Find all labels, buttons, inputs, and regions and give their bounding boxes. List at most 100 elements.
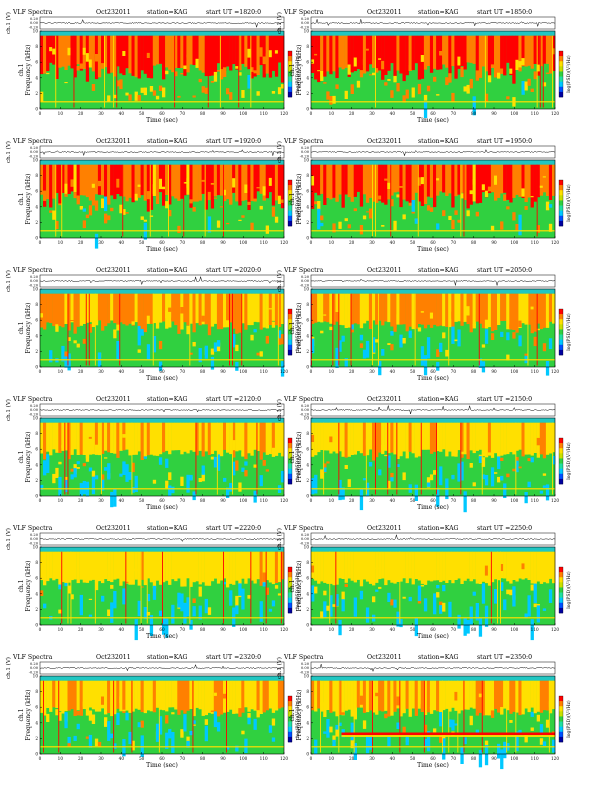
spectrogram-cell <box>527 422 531 455</box>
spectrogram-cell <box>58 35 62 68</box>
spectrogram-cell <box>43 35 47 74</box>
spectrogram-cell <box>490 422 495 458</box>
spectrogram-cell <box>250 293 254 326</box>
spectrogram-cell <box>137 164 141 198</box>
spectrogram-cell <box>232 35 236 65</box>
spectrogram-cell <box>353 208 357 212</box>
x-tick-label: 60 <box>430 240 436 245</box>
spectrogram-cell <box>192 422 196 452</box>
spectrogram-cell <box>122 293 126 325</box>
spectrogram-cell <box>174 293 178 326</box>
spectrogram-cell <box>247 595 251 599</box>
spectrogram-cell <box>524 206 528 210</box>
spectrogram-cell <box>110 551 114 583</box>
spectrogram-cell <box>426 680 431 713</box>
spectrogram-cell <box>539 724 544 736</box>
y-axis-label: Frequency (kHz) <box>25 44 32 95</box>
spectrogram-cell <box>506 589 510 595</box>
spectrogram-cell <box>372 551 376 586</box>
x-axis-label: Time (sec) <box>417 246 449 253</box>
spectrogram-cell <box>107 551 111 581</box>
spectrogram-cell <box>503 680 507 709</box>
panel-start-time: start UT =2050:0 <box>477 267 532 274</box>
spectrogram-cell <box>530 35 534 69</box>
spectrogram-cell <box>88 164 93 201</box>
spectrogram-cell <box>268 50 273 58</box>
colorbar-swatch <box>288 185 292 191</box>
x-tick-label: 0 <box>310 369 313 374</box>
colorbar-swatch <box>559 443 563 449</box>
spectrogram-cell <box>171 732 175 753</box>
y-axis-channel-label: ch.1 <box>289 451 296 464</box>
spectrogram-cell <box>311 35 315 73</box>
spectrogram-cell <box>317 201 321 211</box>
spectrogram-cell <box>149 615 154 636</box>
spectrogram-cell <box>125 92 129 96</box>
spectrogram-cell <box>393 680 397 712</box>
spectrogram-cell <box>475 211 479 217</box>
colorbar-label: log(PSD)(V²/Hz) <box>294 442 301 480</box>
spectrogram-cell <box>268 308 273 310</box>
panel-station: station=KAG <box>147 654 188 661</box>
spectrogram-cell <box>494 175 498 185</box>
spectrogram-cell <box>125 293 129 326</box>
colorbar-swatch <box>288 473 292 480</box>
spectrogram-cell <box>226 293 230 325</box>
colorbar-swatch <box>559 220 563 227</box>
spectrogram-cell <box>104 35 108 68</box>
spectrogram-cell <box>101 680 105 709</box>
spectrogram-cell <box>335 347 339 368</box>
spectrogram-cell <box>448 35 452 78</box>
x-tick-label: 90 <box>491 498 497 503</box>
spectrogram-cell <box>94 422 99 453</box>
panel-station: station=KAG <box>418 654 459 661</box>
y-tick-label: 6 <box>306 576 309 581</box>
spectrogram-cell <box>463 293 467 322</box>
spectrogram-cell <box>509 68 513 74</box>
spectrogram-cell <box>52 48 56 55</box>
spectrogram-cell <box>372 35 376 68</box>
x-tick-label: 40 <box>390 756 396 761</box>
spectrogram-cell <box>125 551 129 584</box>
spectrogram-sferic <box>88 293 90 366</box>
spectrogram-cell <box>384 35 388 75</box>
spectrogram-cell <box>442 585 446 592</box>
spectrogram-cell <box>396 611 400 627</box>
colorbar-swatch <box>559 190 563 196</box>
spectrogram-cell <box>387 293 391 323</box>
spectrogram-cell <box>384 551 388 586</box>
spectrogram-cell <box>548 680 553 714</box>
spectrogram-cell <box>442 422 446 450</box>
spectrogram-cell <box>223 693 227 699</box>
x-tick-label: 10 <box>58 111 64 116</box>
spectrogram-cell <box>143 680 147 714</box>
spectrogram-sferic <box>448 680 450 753</box>
spectrogram-cell <box>472 96 476 116</box>
spectrogram-cell <box>375 35 379 70</box>
spectrogram-cell <box>216 340 221 347</box>
spectrogram-cell <box>216 680 221 717</box>
spectrogram-cell <box>463 680 467 710</box>
y-tick-label: 0 <box>306 236 309 241</box>
spectrogram-cell <box>101 551 105 584</box>
spectrogram-sferic <box>552 35 553 108</box>
spectrogram-cell <box>417 422 422 457</box>
spectrogram-cell <box>180 680 184 711</box>
spectrogram-sferic <box>320 680 321 753</box>
y-tick-label: 0 <box>35 494 38 499</box>
spectrogram-cell <box>423 724 428 735</box>
spectrogram-cell <box>387 422 391 454</box>
spectrogram-cell <box>536 714 540 722</box>
spectrogram-cell <box>110 602 114 623</box>
spectrogram-cell <box>168 485 172 496</box>
colorbar-swatch <box>559 587 563 593</box>
spectrogram-cell <box>137 325 141 346</box>
spectrogram-cell <box>265 293 269 329</box>
spectrogram-cell <box>91 476 96 495</box>
spectrogram-sferic <box>484 35 486 108</box>
waveform-trace <box>39 663 285 672</box>
spectrogram-cell <box>533 336 537 347</box>
spectrogram-cell <box>393 599 397 608</box>
spectrogram-cell <box>55 35 59 79</box>
spectrogram-cell <box>442 293 446 327</box>
